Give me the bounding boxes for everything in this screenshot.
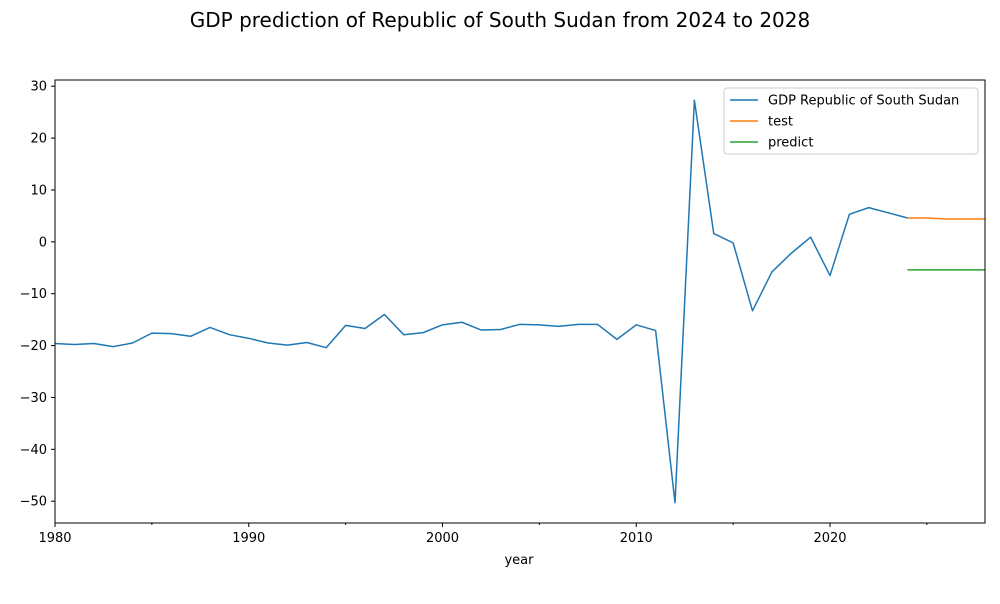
x-tick-label: 2010 (620, 531, 653, 546)
y-tick-label: 0 (39, 235, 47, 250)
legend-label-0: GDP Republic of South Sudan (768, 94, 959, 109)
y-tick-label: −50 (20, 495, 47, 510)
y-tick-label: −30 (20, 391, 47, 406)
y-tick-label: 10 (30, 183, 47, 198)
x-tick-label: 2000 (426, 531, 459, 546)
series-line-1 (907, 217, 985, 220)
chart-title: GDP prediction of Republic of South Suda… (189, 8, 811, 32)
x-tick-label: 1980 (38, 531, 71, 546)
plot-lines (54, 99, 985, 504)
legend-label-2: predict (768, 136, 813, 151)
x-tick-label: 2020 (813, 531, 846, 546)
x-axis: 1980 1990 2000 2010 2020 (38, 523, 928, 546)
plot-frame (54, 79, 986, 524)
y-tick-label: 30 (30, 80, 47, 95)
legend: GDP Republic of South Sudan test predict (723, 87, 979, 155)
y-tick-label: 20 (30, 132, 47, 147)
legend-label-1: test (768, 115, 793, 130)
y-tick-label: −20 (20, 339, 47, 354)
y-tick-label: −40 (20, 443, 47, 458)
x-axis-label: year (504, 553, 534, 568)
series-line-0 (54, 99, 908, 504)
legend-box (723, 87, 979, 155)
x-tick-label: 1990 (232, 531, 265, 546)
y-axis: −50 −40 −30 −20 −10 0 10 20 30 (20, 80, 55, 510)
y-tick-label: −10 (20, 287, 47, 302)
